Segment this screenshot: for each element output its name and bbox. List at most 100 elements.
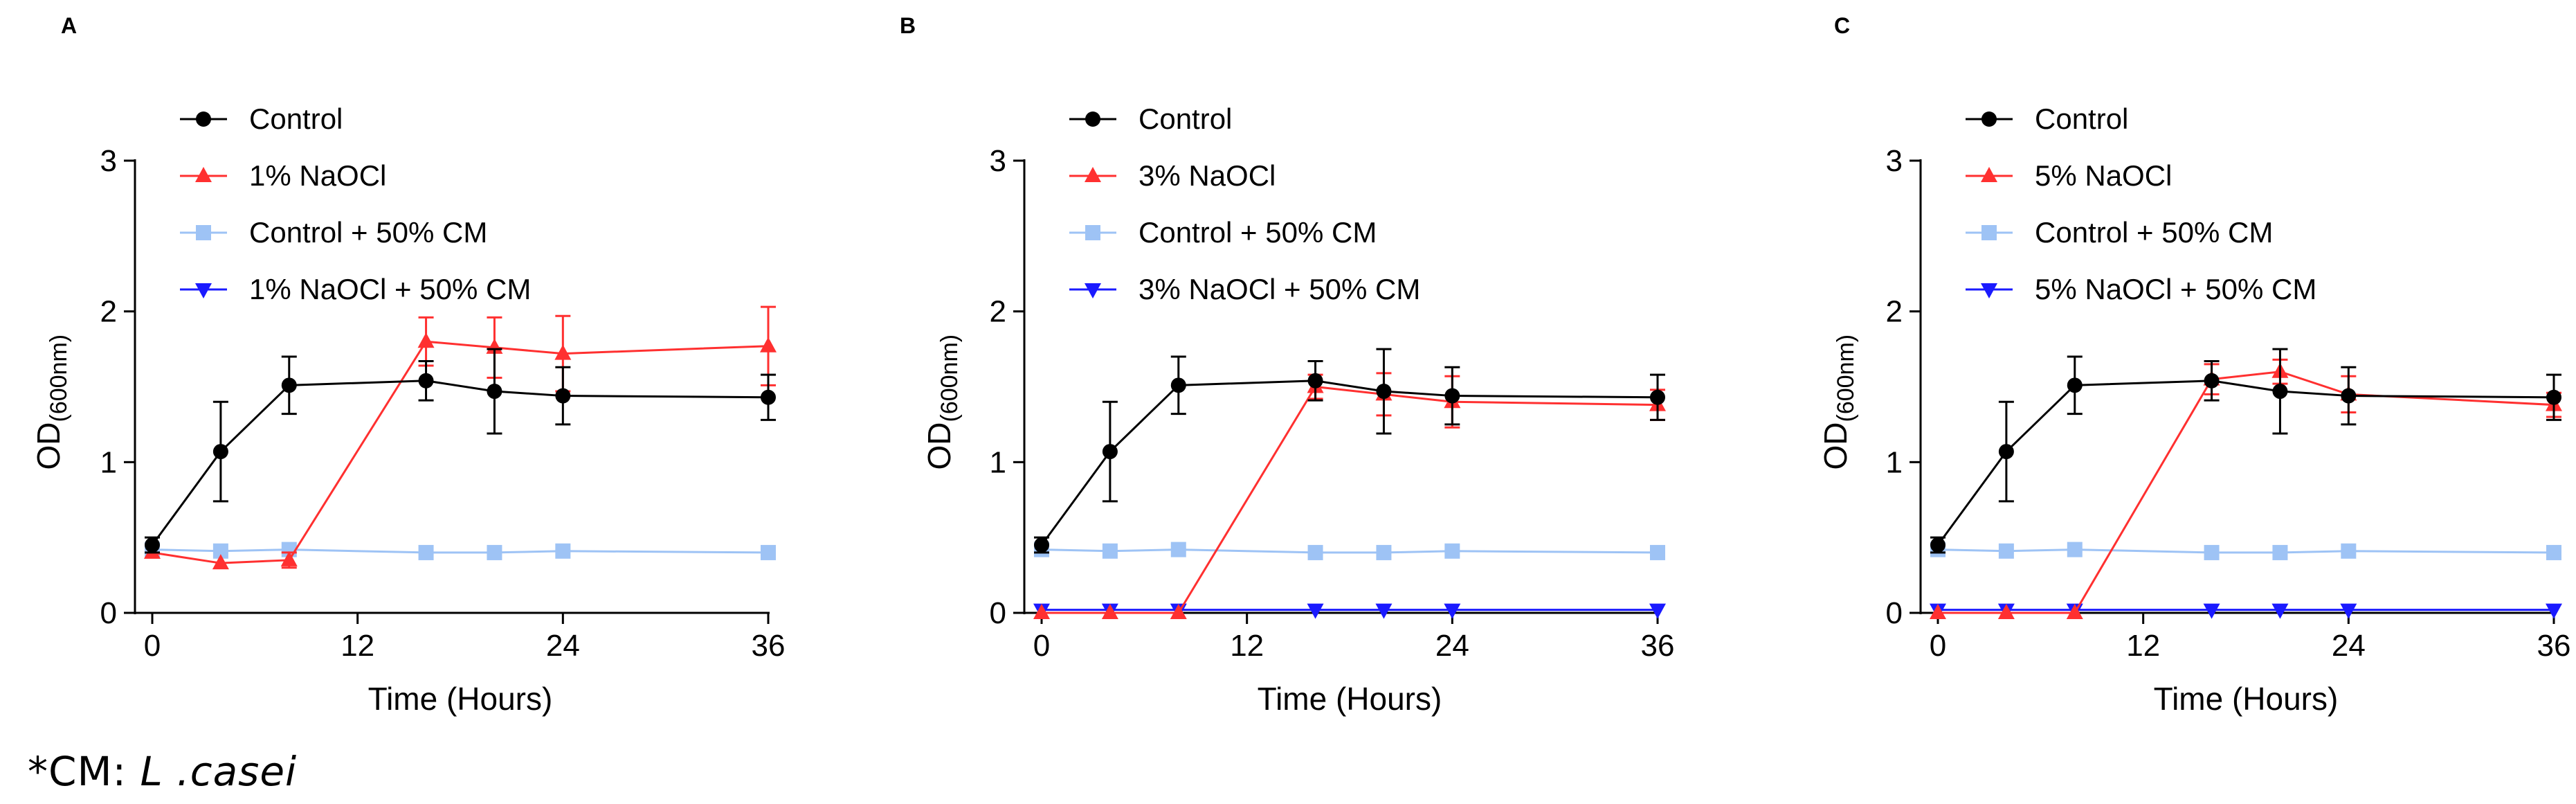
data-point xyxy=(761,389,776,405)
series-control_cm xyxy=(1034,542,1665,560)
legend-item: Control xyxy=(1069,102,1232,135)
y-axis-title: OD(600nm) xyxy=(921,334,963,470)
data-point xyxy=(1101,604,1118,619)
data-point xyxy=(2204,544,2220,560)
data-point xyxy=(487,544,502,560)
y-axis-title-subscript: (600nm) xyxy=(1833,334,1859,422)
legend-item: Control xyxy=(1966,102,2128,135)
panel-label: A xyxy=(61,13,77,38)
y-tick-label: 1 xyxy=(990,445,1006,479)
legend-label: Control + 50% CM xyxy=(1139,216,1377,249)
legend-marker xyxy=(1981,111,1997,127)
legend-item: 3% NaOCl xyxy=(1069,159,1276,192)
series-control xyxy=(145,348,776,554)
data-point xyxy=(418,373,434,388)
data-point xyxy=(418,544,434,560)
data-point xyxy=(1102,444,1118,460)
data-point xyxy=(212,543,228,559)
data-point xyxy=(761,544,776,560)
series-line xyxy=(1938,370,2555,614)
y-tick-label: 0 xyxy=(1886,596,1903,630)
series-line xyxy=(1041,548,1658,554)
data-point xyxy=(1375,603,1393,619)
legend-marker xyxy=(1085,283,1101,298)
y-tick-label: 2 xyxy=(1886,295,1903,329)
data-point xyxy=(1376,384,1392,400)
legend-label: Control + 50% CM xyxy=(249,216,487,249)
x-tick-label: 0 xyxy=(1033,629,1050,663)
x-tick-label: 12 xyxy=(1230,629,1264,663)
y-axis-title: OD(600nm) xyxy=(1817,334,1859,470)
x-axis-title: Time (Hours) xyxy=(1258,681,1442,717)
series-naocl_cm xyxy=(1033,603,1666,619)
data-point xyxy=(2341,388,2357,404)
series-control_cm xyxy=(145,542,776,560)
data-point xyxy=(1376,544,1392,560)
data-point xyxy=(1444,543,1460,559)
legend-label: 5% NaOCl + 50% CM xyxy=(2035,273,2316,305)
legend-item: Control + 50% CM xyxy=(1966,216,2273,249)
legend-marker xyxy=(1085,111,1100,127)
series-line xyxy=(1937,548,2555,554)
legend-marker xyxy=(1981,283,1997,298)
x-tick-label: 36 xyxy=(2537,629,2571,663)
panel-label: C xyxy=(1834,13,1850,38)
data-point xyxy=(1649,603,1666,619)
data-point xyxy=(2204,373,2220,388)
y-tick-label: 1 xyxy=(1886,445,1903,479)
y-tick-label: 3 xyxy=(990,144,1006,178)
legend-item: Control + 50% CM xyxy=(1069,216,1377,249)
data-point xyxy=(417,332,435,348)
series-naocl xyxy=(144,305,777,570)
data-point xyxy=(1102,543,1118,559)
y-axis-title-subscript: (600nm) xyxy=(936,334,963,422)
data-point xyxy=(1930,537,1945,553)
data-point xyxy=(1998,543,2014,559)
legend-label: Control xyxy=(249,102,343,135)
series-naocl xyxy=(1930,358,2562,619)
data-point xyxy=(760,337,777,352)
data-point xyxy=(145,537,160,553)
footnote-organism: L .casei xyxy=(140,748,298,795)
data-point xyxy=(2546,389,2561,405)
legend-item: 1% NaOCl + 50% CM xyxy=(180,273,531,305)
x-tick-label: 0 xyxy=(1930,629,1946,663)
y-tick-label: 1 xyxy=(100,445,117,479)
data-point xyxy=(1444,388,1460,404)
legend-item: 5% NaOCl xyxy=(1966,159,2172,192)
data-point xyxy=(1997,604,2015,619)
x-tick-label: 24 xyxy=(2332,629,2366,663)
data-point xyxy=(2067,542,2083,557)
series-line xyxy=(1040,379,1658,546)
legend-label: Control xyxy=(1139,102,1232,135)
data-point xyxy=(2341,543,2357,559)
series-naocl xyxy=(1033,372,1666,619)
series-control xyxy=(1034,348,1665,554)
data-point xyxy=(212,554,229,570)
x-tick-label: 24 xyxy=(1435,629,1469,663)
data-point xyxy=(1930,604,1946,619)
data-point xyxy=(281,377,297,393)
data-point xyxy=(1650,389,1665,405)
x-tick-label: 24 xyxy=(546,629,580,663)
x-tick-label: 12 xyxy=(2126,629,2160,663)
legend-marker xyxy=(195,283,212,298)
legend-marker xyxy=(1981,225,1997,240)
data-point xyxy=(1307,603,1324,619)
series-line xyxy=(152,548,769,554)
legend-item: 3% NaOCl + 50% CM xyxy=(1069,273,1420,305)
data-point xyxy=(280,551,298,566)
x-tick-label: 36 xyxy=(1641,629,1675,663)
cm-footnote: *CM: L .casei xyxy=(28,748,297,795)
data-point xyxy=(1034,537,1049,553)
series-naocl_cm xyxy=(1930,603,2562,619)
legend-item: 1% NaOCl xyxy=(180,159,386,192)
y-axis-title-subscript: (600nm) xyxy=(46,334,72,422)
series-control xyxy=(1930,348,2561,554)
data-point xyxy=(2067,377,2083,393)
legend-marker xyxy=(1085,225,1100,240)
